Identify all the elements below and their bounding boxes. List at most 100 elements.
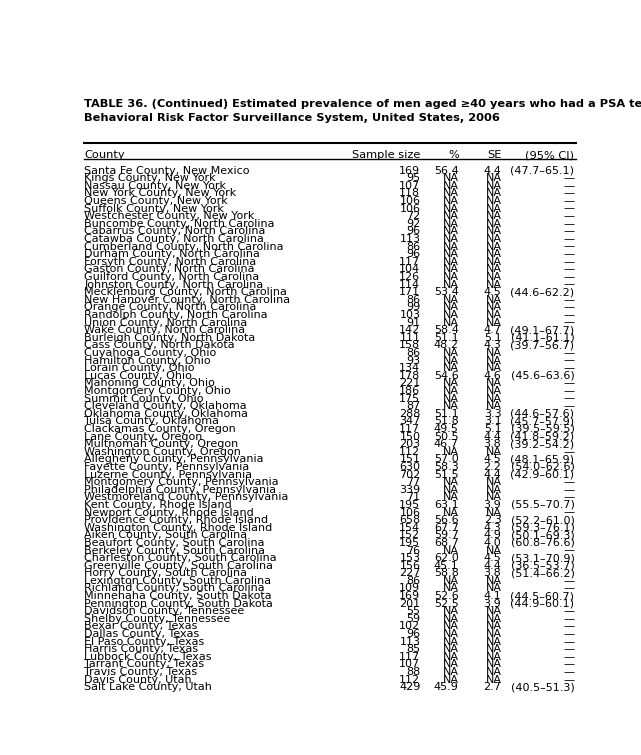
Text: Lexington County, South Carolina: Lexington County, South Carolina xyxy=(84,576,271,586)
Text: Lorain County, Ohio: Lorain County, Ohio xyxy=(84,363,195,373)
Text: 4.7: 4.7 xyxy=(483,325,501,335)
Text: NA: NA xyxy=(443,234,459,244)
Text: 48.2: 48.2 xyxy=(434,341,459,350)
Text: 151: 151 xyxy=(399,455,420,464)
Text: —: — xyxy=(563,386,574,396)
Text: 51.8: 51.8 xyxy=(434,416,459,427)
Text: NA: NA xyxy=(485,507,501,517)
Text: 52.5: 52.5 xyxy=(434,599,459,609)
Text: Kings County, New York: Kings County, New York xyxy=(84,173,216,183)
Text: Minnehaha County, South Dakota: Minnehaha County, South Dakota xyxy=(84,591,272,601)
Text: —: — xyxy=(563,667,574,677)
Text: Mahoning County, Ohio: Mahoning County, Ohio xyxy=(84,378,215,388)
Text: Gaston County, North Carolina: Gaston County, North Carolina xyxy=(84,264,254,274)
Text: —: — xyxy=(563,576,574,586)
Text: Wake County, North Carolina: Wake County, North Carolina xyxy=(84,325,246,335)
Text: NA: NA xyxy=(485,629,501,639)
Text: NA: NA xyxy=(443,477,459,487)
Text: 45.1: 45.1 xyxy=(434,561,459,571)
Text: 169: 169 xyxy=(399,591,420,601)
Text: 195: 195 xyxy=(399,500,420,510)
Text: Greenville County, South Carolina: Greenville County, South Carolina xyxy=(84,561,273,571)
Text: Cumberland County, North Carolina: Cumberland County, North Carolina xyxy=(84,242,283,251)
Text: Clackamas County, Oregon: Clackamas County, Oregon xyxy=(84,424,236,434)
Text: (50.1–69.3): (50.1–69.3) xyxy=(511,530,574,541)
Text: (60.8–76.6): (60.8–76.6) xyxy=(510,538,574,548)
Text: Davidson County, Tennessee: Davidson County, Tennessee xyxy=(84,606,244,616)
Text: 96: 96 xyxy=(406,629,420,639)
Text: NA: NA xyxy=(485,257,501,267)
Text: Westchester County, New York: Westchester County, New York xyxy=(84,211,254,221)
Text: NA: NA xyxy=(443,659,459,670)
Text: NA: NA xyxy=(485,234,501,244)
Text: (39.7–56.7): (39.7–56.7) xyxy=(510,341,574,350)
Text: NA: NA xyxy=(443,644,459,655)
Text: %: % xyxy=(448,150,459,161)
Text: NA: NA xyxy=(443,363,459,373)
Text: —: — xyxy=(563,211,574,221)
Text: —: — xyxy=(563,257,574,267)
Text: NA: NA xyxy=(485,189,501,199)
Text: NA: NA xyxy=(485,211,501,221)
Text: NA: NA xyxy=(443,636,459,647)
Text: 107: 107 xyxy=(399,180,420,191)
Text: NA: NA xyxy=(443,272,459,282)
Text: NA: NA xyxy=(485,348,501,358)
Text: Lane County, Oregon: Lane County, Oregon xyxy=(84,432,203,442)
Text: 106: 106 xyxy=(399,507,420,517)
Text: Lucas County, Ohio: Lucas County, Ohio xyxy=(84,371,192,381)
Text: NA: NA xyxy=(485,606,501,616)
Text: —: — xyxy=(563,363,574,373)
Text: NA: NA xyxy=(443,386,459,396)
Text: 3.9: 3.9 xyxy=(484,500,501,510)
Text: NA: NA xyxy=(485,310,501,320)
Text: —: — xyxy=(563,659,574,670)
Text: Montgomery County, Ohio: Montgomery County, Ohio xyxy=(84,386,231,396)
Text: NA: NA xyxy=(485,386,501,396)
Text: Suffolk County, New York: Suffolk County, New York xyxy=(84,204,224,214)
Text: 3.8: 3.8 xyxy=(484,439,501,449)
Text: NA: NA xyxy=(443,310,459,320)
Text: 85: 85 xyxy=(406,644,420,655)
Text: Multnomah County, Oregon: Multnomah County, Oregon xyxy=(84,439,238,449)
Text: —: — xyxy=(563,621,574,631)
Text: —: — xyxy=(563,606,574,616)
Text: 117: 117 xyxy=(399,424,420,434)
Text: NA: NA xyxy=(443,485,459,495)
Text: Santa Fe County, New Mexico: Santa Fe County, New Mexico xyxy=(84,165,249,176)
Text: Cabarrus County, North Carolina: Cabarrus County, North Carolina xyxy=(84,226,265,236)
Text: —: — xyxy=(563,675,574,685)
Text: (41.8–59.2): (41.8–59.2) xyxy=(510,432,574,442)
Text: (45.7–57.9): (45.7–57.9) xyxy=(510,416,574,427)
Text: Hamilton County, Ohio: Hamilton County, Ohio xyxy=(84,356,211,365)
Text: 58.8: 58.8 xyxy=(434,569,459,578)
Text: (42.9–60.1): (42.9–60.1) xyxy=(510,470,574,479)
Text: 88: 88 xyxy=(406,667,420,677)
Text: NA: NA xyxy=(485,401,501,411)
Text: 45.9: 45.9 xyxy=(434,683,459,692)
Text: 113: 113 xyxy=(399,234,420,244)
Text: 134: 134 xyxy=(399,363,420,373)
Text: Johnston County, North Carolina: Johnston County, North Carolina xyxy=(84,279,263,290)
Text: (44.5–60.7): (44.5–60.7) xyxy=(510,591,574,601)
Text: Cass County, North Dakota: Cass County, North Dakota xyxy=(84,341,235,350)
Text: 118: 118 xyxy=(399,189,420,199)
Text: 114: 114 xyxy=(399,279,420,290)
Text: TABLE 36. (Continued) Estimated prevalence of men aged ≥40 years who had a PSA t: TABLE 36. (Continued) Estimated prevalen… xyxy=(84,100,641,122)
Text: 56.6: 56.6 xyxy=(434,515,459,525)
Text: 62.0: 62.0 xyxy=(434,553,459,563)
Text: 4.4: 4.4 xyxy=(483,432,501,442)
Text: (36.5–53.7): (36.5–53.7) xyxy=(511,561,574,571)
Text: 63.1: 63.1 xyxy=(434,500,459,510)
Text: 702: 702 xyxy=(399,470,420,479)
Text: —: — xyxy=(563,378,574,388)
Text: NA: NA xyxy=(443,189,459,199)
Text: Dallas County, Texas: Dallas County, Texas xyxy=(84,629,199,639)
Text: (48.1–65.9): (48.1–65.9) xyxy=(510,455,574,464)
Text: (41.1–61.1): (41.1–61.1) xyxy=(511,333,574,343)
Text: Pennington County, South Dakota: Pennington County, South Dakota xyxy=(84,599,273,609)
Text: 347: 347 xyxy=(399,416,420,427)
Text: Allegheny County, Pennsylvania: Allegheny County, Pennsylvania xyxy=(84,455,263,464)
Text: Buncombe County, North Carolina: Buncombe County, North Carolina xyxy=(84,219,274,229)
Text: NA: NA xyxy=(443,173,459,183)
